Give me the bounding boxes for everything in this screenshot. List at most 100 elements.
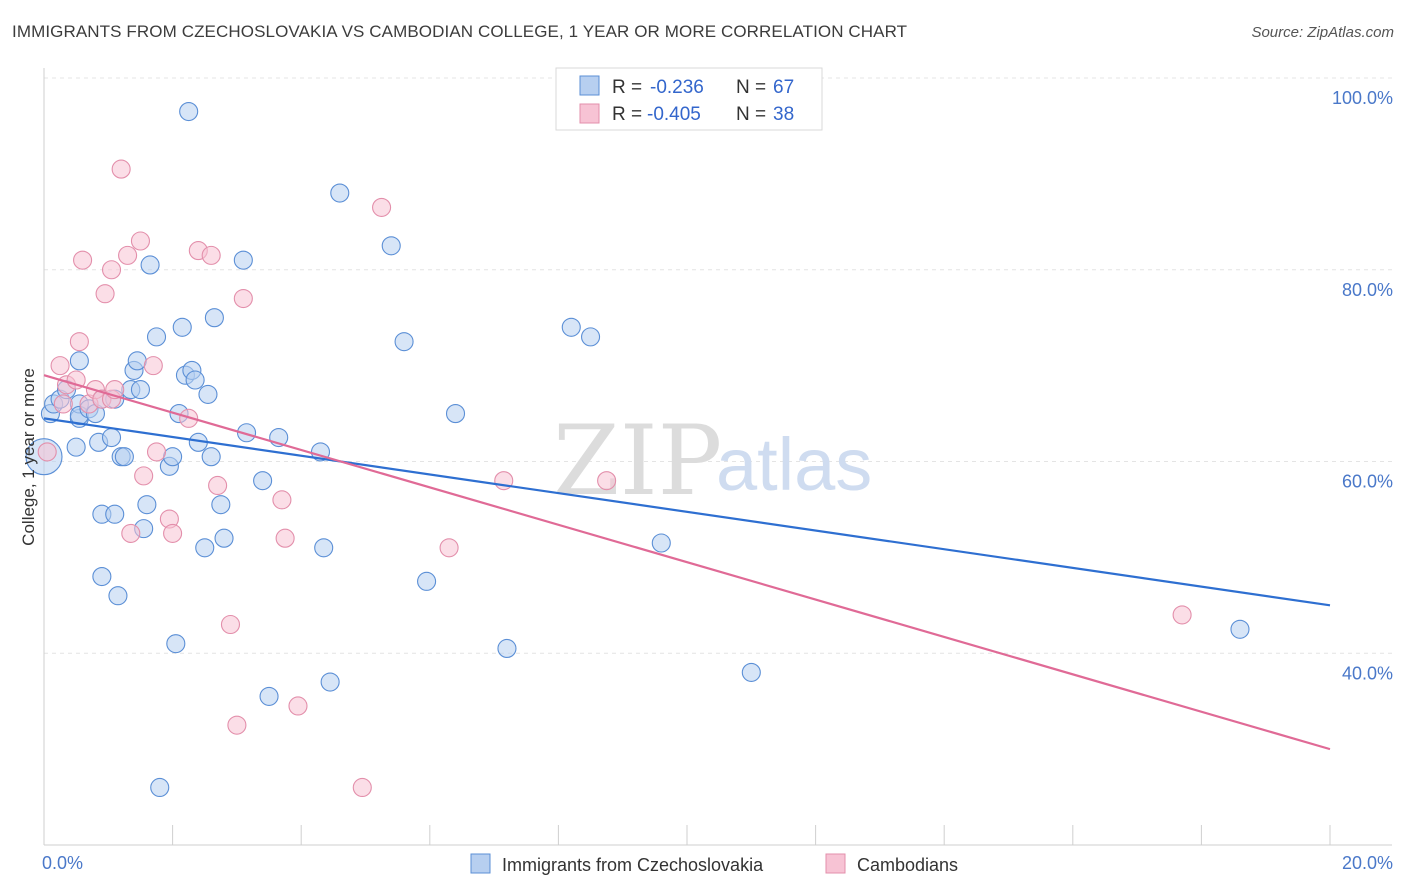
series-1-point-15 xyxy=(118,245,138,265)
watermark-atlas: atlas xyxy=(716,423,872,506)
watermark-zip: ZIP xyxy=(553,405,722,517)
series-0-point-41 xyxy=(198,384,218,404)
series-0-point-32 xyxy=(166,634,186,654)
series-0-point-46 xyxy=(236,423,257,443)
series-0-point-24 xyxy=(127,351,147,371)
legend-r-label-2: R = xyxy=(612,104,642,125)
y-axis-label: College, 1 year or more xyxy=(19,368,38,546)
series-1-point-27 xyxy=(220,614,241,635)
series-0-point-27 xyxy=(137,495,157,515)
y-tick-label-3: 100.0% xyxy=(1332,88,1393,108)
series-0-point-45 xyxy=(214,528,234,548)
series-0-point-43 xyxy=(204,308,224,328)
series-1-point-35 xyxy=(439,538,459,558)
legend-n-label-1: N = xyxy=(736,77,766,98)
legend-swatch-czechoslovakia xyxy=(579,75,600,96)
series-1-point-2 xyxy=(53,394,73,414)
x-tick-labels: 0.0% 20.0% xyxy=(42,853,1393,873)
series-0-point-21 xyxy=(114,447,134,467)
series-0-point-19 xyxy=(108,586,128,606)
series-1-point-16 xyxy=(121,523,141,543)
bottom-legend-label-czechoslovakia: Immigrants from Czechoslovakia xyxy=(502,855,764,875)
series-0-point-29 xyxy=(146,327,167,347)
series-0-point-47 xyxy=(233,250,253,270)
series-0-point-54 xyxy=(330,183,350,203)
series-0-point-28 xyxy=(140,255,160,275)
series-0-point-34 xyxy=(172,317,192,337)
series-1-point-10 xyxy=(95,284,115,304)
series-0-point-9 xyxy=(69,351,89,371)
watermark: ZIP atlas xyxy=(553,405,872,517)
series-0-point-18 xyxy=(105,504,125,524)
y-tick-labels: 40.0% 60.0% 80.0% 100.0% xyxy=(1332,88,1393,683)
y-tick-label-1: 60.0% xyxy=(1342,472,1393,492)
trend-line-0 xyxy=(43,417,1331,607)
gridlines xyxy=(44,77,1392,654)
series-1-point-4 xyxy=(66,370,86,390)
stats-legend-box xyxy=(555,67,823,131)
stats-legend: R = -0.236 N = 67 R = -0.405 N = 38 xyxy=(555,67,823,131)
series-0-point-38 xyxy=(185,370,205,390)
series-1-point-6 xyxy=(73,250,93,270)
legend-r-label-1: R = xyxy=(612,77,642,98)
series-1-point-31 xyxy=(275,528,295,548)
series-1-point-20 xyxy=(146,442,167,462)
legend-n-value-2: 38 xyxy=(773,104,794,125)
series-0-point-40 xyxy=(195,538,215,558)
series-0-point-16 xyxy=(101,427,122,448)
series-0-point-48 xyxy=(253,471,273,491)
series-0-point-64 xyxy=(1230,619,1250,639)
series-1-point-28 xyxy=(227,715,247,735)
series-1-point-37 xyxy=(597,471,617,491)
series-1-point-17 xyxy=(130,231,150,251)
legend-r-value-2: -0.405 xyxy=(647,104,701,125)
bottom-legend: Immigrants from Czechoslovakia Cambodian… xyxy=(470,853,958,875)
series-1-point-18 xyxy=(134,466,154,486)
series-1-point-33 xyxy=(352,777,372,798)
trend-layer xyxy=(43,374,1331,751)
series-1-point-30 xyxy=(272,490,292,510)
bottom-legend-swatch-czechoslovakia xyxy=(470,853,491,874)
series-1-point-14 xyxy=(111,159,131,179)
series-0-point-36 xyxy=(179,102,199,122)
series-0-point-61 xyxy=(580,327,601,347)
series-1-point-1 xyxy=(50,356,70,376)
bottom-legend-label-cambodians: Cambodians xyxy=(857,855,958,875)
series-0-point-62 xyxy=(651,533,671,553)
series-0-point-53 xyxy=(320,672,340,692)
series-1-point-26 xyxy=(208,475,228,496)
series-0-point-25 xyxy=(130,380,150,400)
series-0-point-31 xyxy=(163,447,183,467)
series-1 xyxy=(37,159,1192,798)
series-1-point-0 xyxy=(37,442,57,462)
trend-line-1 xyxy=(43,374,1331,751)
series-1-point-12 xyxy=(101,260,122,280)
series-1-point-22 xyxy=(163,523,183,543)
bottom-legend-swatch-cambodians xyxy=(825,853,846,874)
series-1-point-32 xyxy=(288,696,308,716)
series-0-point-13 xyxy=(92,566,112,587)
series-0-point-42 xyxy=(201,447,221,467)
series-0-point-44 xyxy=(211,495,231,515)
series-1-point-38 xyxy=(1172,605,1192,625)
series-1-point-29 xyxy=(233,288,253,309)
series-0-point-63 xyxy=(741,662,761,682)
series-1-point-25 xyxy=(201,245,221,265)
series-0-point-58 xyxy=(445,404,466,424)
series-layer xyxy=(25,102,1250,798)
x-tick-label-0: 0.0% xyxy=(42,853,83,873)
legend-n-label-2: N = xyxy=(736,104,766,125)
series-1-point-34 xyxy=(372,197,392,217)
chart-title: IMMIGRANTS FROM CZECHOSLOVAKIA VS CAMBOD… xyxy=(12,22,908,41)
legend-swatch-cambodians xyxy=(579,103,600,124)
series-0-point-59 xyxy=(497,638,517,659)
series-0-point-55 xyxy=(381,236,401,256)
legend-r-value-1: -0.236 xyxy=(650,77,704,98)
series-0-point-52 xyxy=(314,538,334,558)
series-0-point-5 xyxy=(66,437,86,457)
series-0-point-57 xyxy=(417,571,437,591)
x-tick-label-1: 20.0% xyxy=(1342,853,1393,873)
series-0-point-56 xyxy=(394,332,414,352)
source-label: Source: ZipAtlas.com xyxy=(1251,24,1394,41)
